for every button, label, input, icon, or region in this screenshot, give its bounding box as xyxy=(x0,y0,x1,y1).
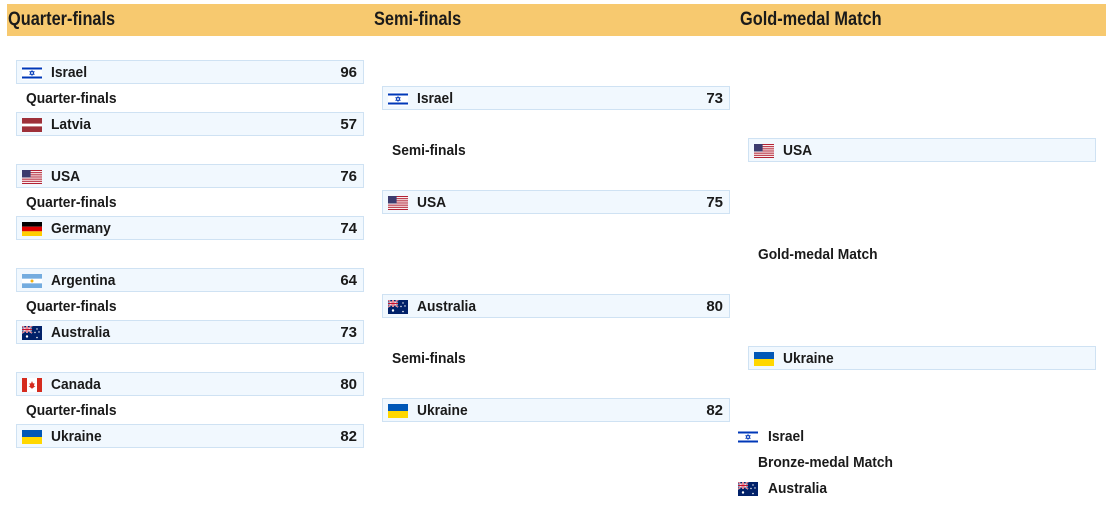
team-score: 74 xyxy=(340,220,357,237)
qf3-top-team-row: Argentina 64 xyxy=(16,268,364,292)
usa-flag-icon xyxy=(388,196,408,210)
australia-flag-icon xyxy=(22,326,42,340)
team-name: Ukraine xyxy=(51,428,102,445)
sf1-bottom-team-row: USA 75 xyxy=(382,190,730,214)
team-name: Israel xyxy=(417,90,454,107)
team-score: 96 xyxy=(340,64,357,81)
team-name: USA xyxy=(51,168,81,185)
latvia-flag-icon xyxy=(22,118,42,132)
header-bar xyxy=(7,4,1106,36)
final-bottom-team-row: Ukraine xyxy=(748,346,1096,370)
team-score: 82 xyxy=(340,428,357,445)
qf4-bottom-team-row: Ukraine 82 xyxy=(16,424,364,448)
bronze-round-label: Bronze-medal Match xyxy=(758,454,893,471)
bronze-bottom-team-row: Australia xyxy=(738,478,938,500)
team-name: Ukraine xyxy=(783,350,834,367)
argentina-flag-icon xyxy=(22,274,42,288)
sf2-bottom-team-row: Ukraine 82 xyxy=(382,398,730,422)
team-score: 57 xyxy=(340,116,357,133)
israel-flag-icon xyxy=(388,92,408,106)
team-name: USA xyxy=(783,142,813,159)
sf1-round-label: Semi-finals xyxy=(392,142,466,159)
sf1-top-team-row: Israel 73 xyxy=(382,86,730,110)
qf1-bottom-team-row: Latvia 57 xyxy=(16,112,364,136)
qf1-top-team-row: Israel 96 xyxy=(16,60,364,84)
team-name: Australia xyxy=(417,298,477,315)
team-name: Ukraine xyxy=(417,402,468,419)
qf3-round-label: Quarter-finals xyxy=(26,298,117,315)
israel-flag-icon xyxy=(738,430,758,444)
team-score: 73 xyxy=(340,324,357,341)
qf2-top-team-row: USA 76 xyxy=(16,164,364,188)
final-top-team-row: USA xyxy=(748,138,1096,162)
team-name: Australia xyxy=(768,480,828,497)
bronze-top-team-row: Israel xyxy=(738,426,938,448)
team-name: Australia xyxy=(51,324,111,341)
header-quarterfinals: Quarter-finals xyxy=(8,9,116,30)
header-semifinals: Semi-finals xyxy=(374,9,462,30)
sf2-top-team-row: Australia 80 xyxy=(382,294,730,318)
australia-flag-icon xyxy=(738,482,758,496)
team-score: 82 xyxy=(706,402,723,419)
sf2-round-label: Semi-finals xyxy=(392,350,466,367)
team-score: 75 xyxy=(706,194,723,211)
ukraine-flag-icon xyxy=(388,404,408,418)
usa-flag-icon xyxy=(22,170,42,184)
team-score: 64 xyxy=(340,272,357,289)
germany-flag-icon xyxy=(22,222,42,236)
team-name: Canada xyxy=(51,376,101,393)
qf4-top-team-row: Canada 80 xyxy=(16,372,364,396)
team-score: 73 xyxy=(706,90,723,107)
ukraine-flag-icon xyxy=(22,430,42,444)
team-name: Latvia xyxy=(51,116,91,133)
qf1-round-label: Quarter-finals xyxy=(26,90,117,107)
qf2-bottom-team-row: Germany 74 xyxy=(16,216,364,240)
qf2-round-label: Quarter-finals xyxy=(26,194,117,211)
final-round-label: Gold-medal Match xyxy=(758,246,878,263)
qf4-round-label: Quarter-finals xyxy=(26,402,117,419)
ukraine-flag-icon xyxy=(754,352,774,366)
team-score: 76 xyxy=(340,168,357,185)
team-score: 80 xyxy=(340,376,357,393)
team-name: Germany xyxy=(51,220,111,237)
team-name: Israel xyxy=(768,428,805,445)
canada-flag-icon xyxy=(22,378,42,392)
team-name: Israel xyxy=(51,64,88,81)
team-score: 80 xyxy=(706,298,723,315)
usa-flag-icon xyxy=(754,144,774,158)
israel-flag-icon xyxy=(22,66,42,80)
team-name: USA xyxy=(417,194,447,211)
qf3-bottom-team-row: Australia 73 xyxy=(16,320,364,344)
team-name: Argentina xyxy=(51,272,116,289)
header-gold-medal-match: Gold-medal Match xyxy=(740,9,882,30)
australia-flag-icon xyxy=(388,300,408,314)
